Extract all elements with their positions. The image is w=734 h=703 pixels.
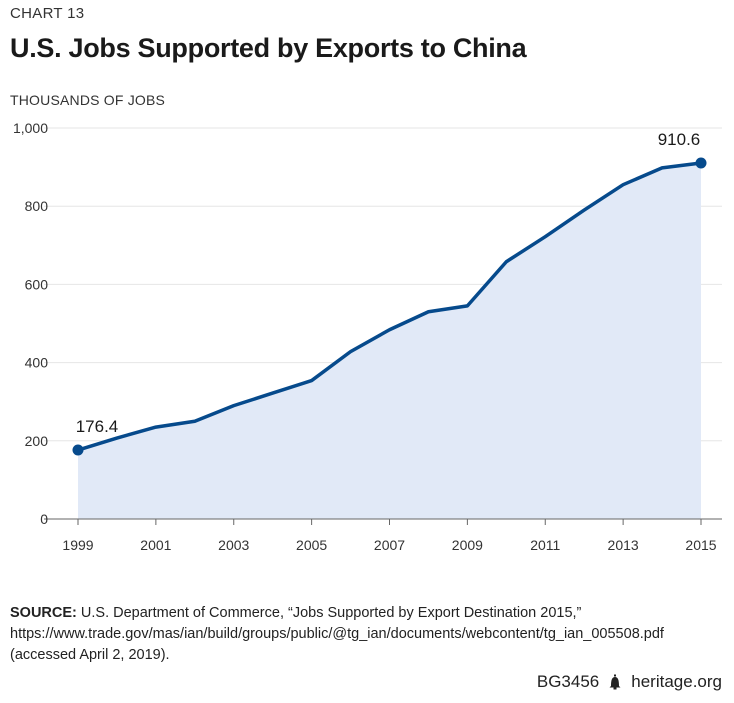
x-tick-label-2015: 2015 <box>685 537 716 553</box>
area-fill-layer <box>78 162 701 520</box>
area-fill <box>78 162 701 520</box>
site-name: heritage.org <box>631 672 722 691</box>
x-tick-label-2011: 2011 <box>530 537 560 553</box>
y-tick-label-800: 800 <box>25 198 49 214</box>
chart-number-label: CHART 13 <box>10 5 85 22</box>
data-point-2015 <box>695 157 707 169</box>
y-tick-label-1000: 1,000 <box>13 120 48 136</box>
source-note: SOURCE: U.S. Department of Commerce, “Jo… <box>10 603 725 666</box>
data-label-2015: 910.6 <box>658 130 701 149</box>
annotations: 176.4 910.6 <box>72 130 707 456</box>
y-axis-label: THOUSANDS OF JOBS <box>10 92 166 108</box>
y-tick-label-0: 0 <box>40 511 48 527</box>
y-tick-label-400: 400 <box>25 355 49 371</box>
x-tick-label-2001: 2001 <box>140 537 171 553</box>
x-tick-label-2003: 2003 <box>218 537 249 553</box>
x-tick-label-2013: 2013 <box>608 537 639 553</box>
data-point-1999 <box>72 444 84 456</box>
source-text: U.S. Department of Commerce, “Jobs Suppo… <box>10 605 664 663</box>
chart-code: BG3456 <box>536 672 600 691</box>
x-tick-label-2007: 2007 <box>374 537 405 553</box>
series-line-layer <box>76 161 703 452</box>
x-axis-ticks: 1999 2001 2003 2005 2007 2009 2011 2013 2015 <box>62 519 717 553</box>
series-line <box>76 161 703 452</box>
x-tick-label-2009: 2009 <box>452 537 483 553</box>
x-tick-label-2005: 2005 <box>296 537 327 553</box>
y-tick-label-200: 200 <box>25 433 49 449</box>
x-tick-label-1999: 1999 <box>62 537 93 553</box>
area-chart: 0 200 400 600 800 1,000 1999 2001 2003 2005 2007 2… <box>13 120 722 553</box>
liberty-bell-icon <box>609 674 621 690</box>
footer: BG3456 heritage.org <box>537 672 722 692</box>
data-label-1999: 176.4 <box>76 417 119 436</box>
source-lead: SOURCE: <box>10 605 77 621</box>
chart-title: U.S. Jobs Supported by Exports to China <box>10 33 527 63</box>
y-tick-label-600: 600 <box>25 276 49 292</box>
y-axis-ticks: 0 200 400 600 800 1,000 <box>13 120 48 527</box>
